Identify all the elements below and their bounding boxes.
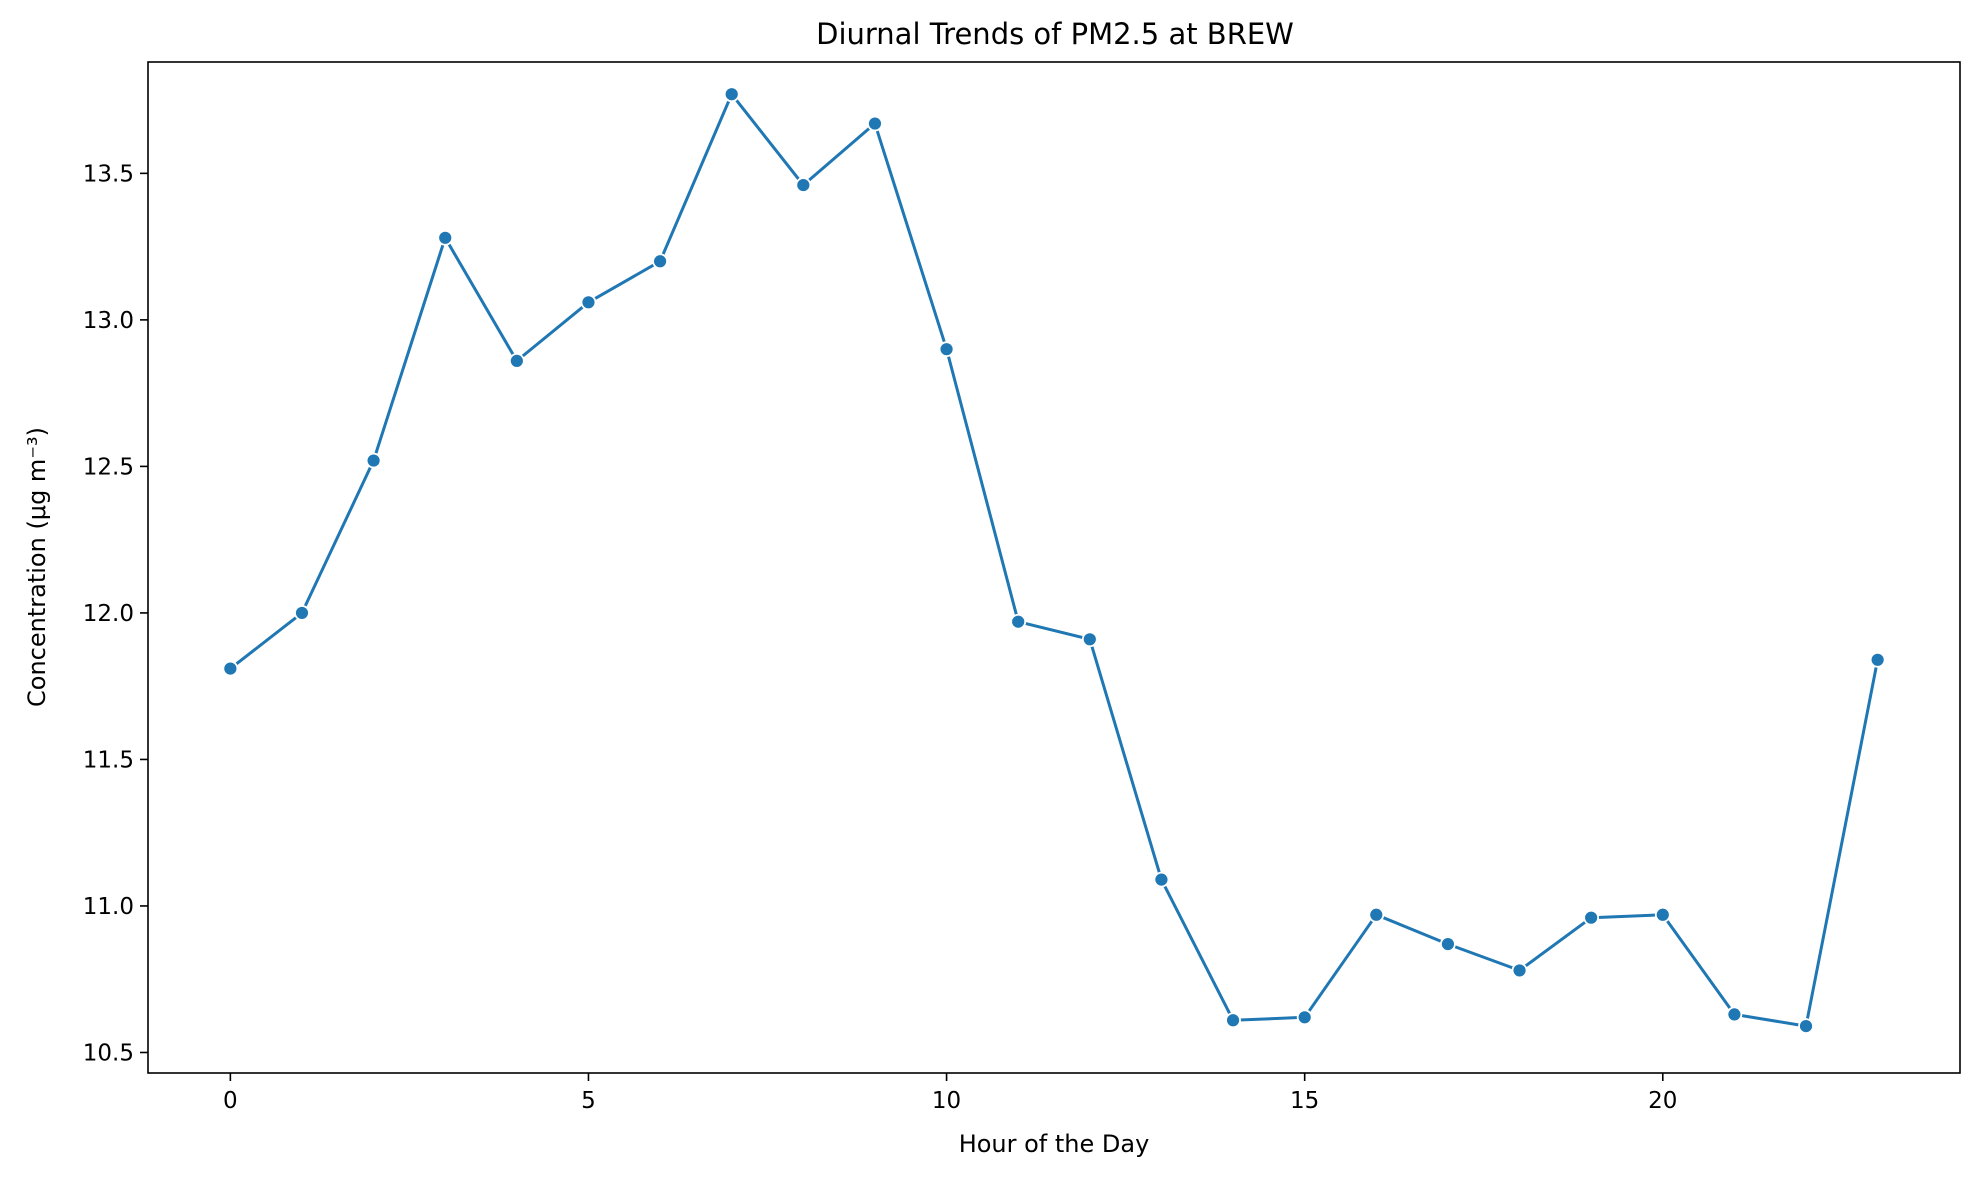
plot-frame xyxy=(147,61,1961,1074)
y-tick-label: 11.5 xyxy=(83,747,134,773)
data-point xyxy=(938,341,955,358)
x-tick-label: 15 xyxy=(1290,1088,1319,1114)
data-point xyxy=(365,452,382,469)
data-point xyxy=(1225,1012,1241,1029)
data-point xyxy=(1654,906,1671,923)
data-point xyxy=(1798,1018,1814,1035)
series-layer xyxy=(222,86,1886,1035)
data-point xyxy=(580,294,597,311)
y-tick-label: 12.5 xyxy=(83,454,134,480)
data-point xyxy=(867,115,883,132)
data-point xyxy=(437,229,454,246)
y-tick-label: 10.5 xyxy=(83,1040,134,1066)
y-axis: 10.5 11.0 11.5 12.0 12.5 13.0 13.5 xyxy=(83,161,148,1066)
data-point xyxy=(652,253,668,270)
y-tick-label: 11.0 xyxy=(83,894,134,920)
data-point xyxy=(1440,936,1456,952)
x-axis-label: Hour of the Day xyxy=(959,1130,1150,1158)
data-point xyxy=(1296,1009,1313,1026)
data-point xyxy=(1368,906,1385,923)
data-point xyxy=(723,86,740,103)
x-tick-label: 20 xyxy=(1648,1088,1677,1114)
data-point xyxy=(1081,631,1098,648)
data-point xyxy=(222,660,239,677)
series-line xyxy=(229,92,1880,1028)
data-point xyxy=(1010,613,1027,630)
x-tick-label: 0 xyxy=(223,1088,238,1114)
x-tick-label: 10 xyxy=(932,1088,961,1114)
y-tick-label: 13.0 xyxy=(83,308,134,334)
x-tick-label: 5 xyxy=(581,1088,596,1114)
chart-title: Diurnal Trends of PM2.5 at BREW xyxy=(816,17,1294,51)
data-point xyxy=(1583,909,1600,926)
data-point xyxy=(508,353,525,369)
data-point xyxy=(1511,962,1528,979)
x-axis: 0 5 10 15 20 xyxy=(223,1073,1677,1114)
plot-area xyxy=(147,61,1961,1074)
data-point xyxy=(1869,651,1886,668)
data-point xyxy=(1153,871,1170,888)
data-point xyxy=(795,177,812,193)
data-point xyxy=(1726,1006,1743,1023)
y-axis-label: Concentration (μg m⁻³) xyxy=(23,427,51,707)
data-point xyxy=(294,605,310,621)
y-tick-label: 12.0 xyxy=(83,601,134,627)
y-tick-label: 13.5 xyxy=(83,161,134,187)
